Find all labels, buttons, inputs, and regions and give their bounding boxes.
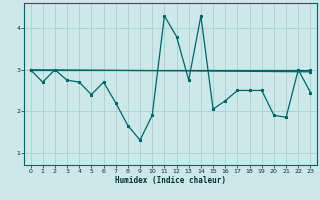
X-axis label: Humidex (Indice chaleur): Humidex (Indice chaleur): [115, 176, 226, 185]
